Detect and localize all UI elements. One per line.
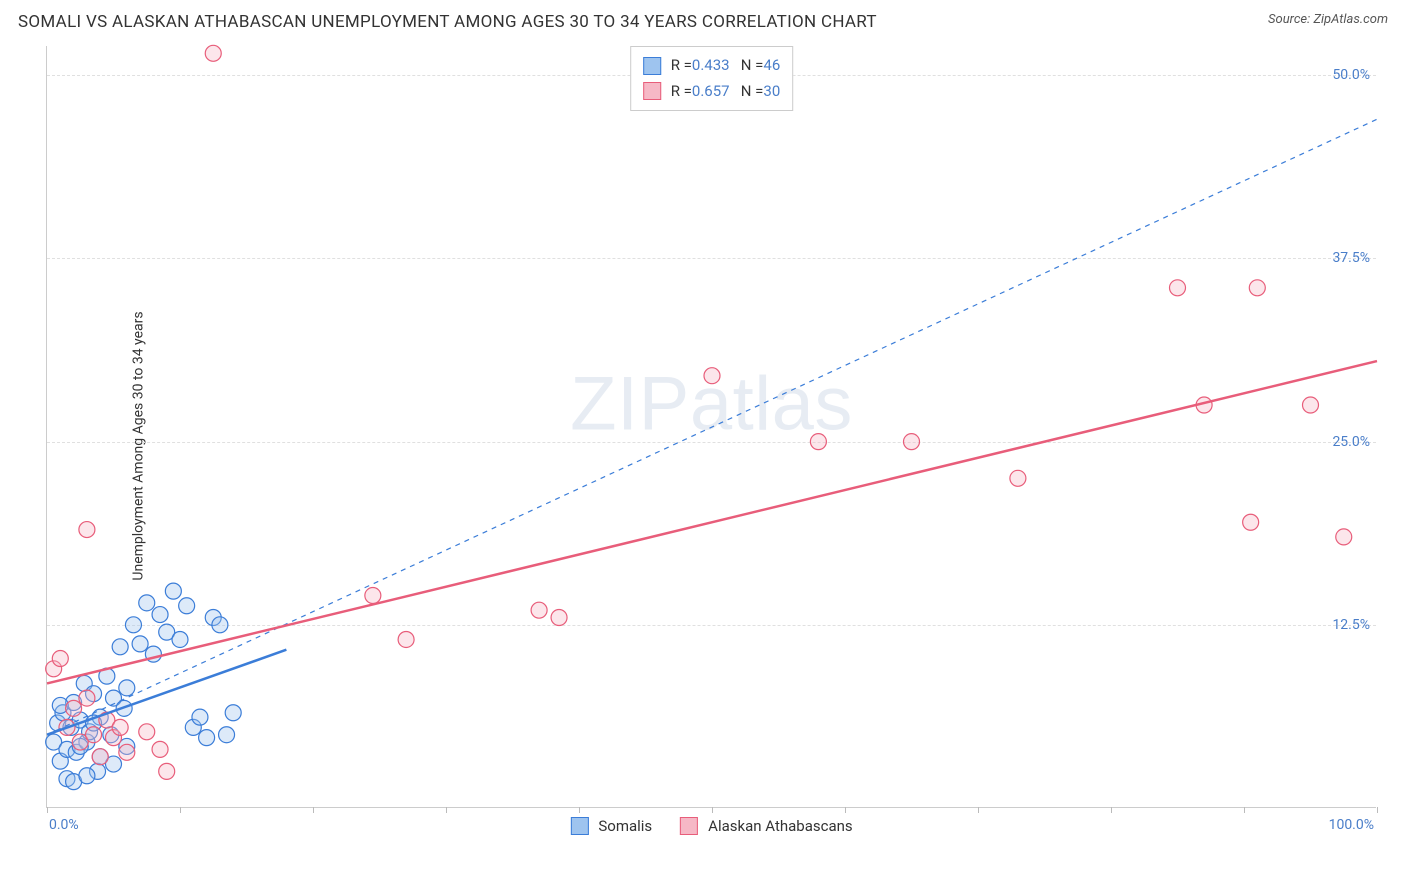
data-point — [92, 749, 108, 765]
plot-area: 12.5%25.0%37.5%50.0% 0.0% 100.0% ZIPatla… — [46, 46, 1376, 808]
x-tick-label-min: 0.0% — [49, 817, 79, 833]
data-point — [152, 741, 168, 757]
data-point — [119, 680, 135, 696]
data-point — [119, 744, 135, 760]
data-point — [225, 705, 241, 721]
data-point — [192, 709, 208, 725]
data-point — [365, 588, 381, 604]
data-point — [139, 595, 155, 611]
data-point — [1170, 280, 1186, 296]
legend-swatch-icon — [643, 57, 661, 75]
series-legend: Somalis Alaskan Athabascans — [570, 817, 852, 835]
data-point — [86, 727, 102, 743]
data-point — [139, 724, 155, 740]
data-point — [159, 763, 175, 779]
data-point — [1336, 529, 1352, 545]
data-point — [66, 700, 82, 716]
source-label: Source: ZipAtlas.com — [1268, 12, 1388, 27]
data-point — [165, 583, 181, 599]
data-point — [79, 522, 95, 538]
data-point — [1243, 514, 1259, 530]
data-point — [904, 434, 920, 450]
data-point — [551, 610, 567, 626]
legend-swatch-icon — [643, 82, 661, 100]
legend-row: R = 0.433 N = 46 — [643, 53, 781, 79]
data-point — [212, 617, 228, 633]
data-point — [172, 631, 188, 647]
legend-item: Somalis — [570, 817, 652, 835]
data-point — [79, 768, 95, 784]
data-point — [79, 690, 95, 706]
data-point — [112, 719, 128, 735]
data-point — [704, 368, 720, 384]
data-point — [219, 727, 235, 743]
data-point — [1303, 397, 1319, 413]
legend-swatch-icon — [570, 817, 588, 835]
data-point — [179, 598, 195, 614]
data-point — [112, 639, 128, 655]
data-point — [125, 617, 141, 633]
correlation-legend: R = 0.433 N = 46 R = 0.657 N = 30 — [630, 46, 794, 111]
data-point — [531, 602, 547, 618]
legend-swatch-icon — [680, 817, 698, 835]
chart-title: SOMALI VS ALASKAN ATHABASCAN UNEMPLOYMEN… — [18, 12, 877, 32]
data-point — [1249, 280, 1265, 296]
data-point — [398, 631, 414, 647]
x-tick-label-max: 100.0% — [1329, 817, 1374, 833]
data-point — [52, 651, 68, 667]
data-point — [132, 636, 148, 652]
title-bar: SOMALI VS ALASKAN ATHABASCAN UNEMPLOYMEN… — [18, 12, 1388, 32]
legend-item: Alaskan Athabascans — [680, 817, 852, 835]
legend-row: R = 0.657 N = 30 — [643, 79, 781, 105]
data-point — [199, 730, 215, 746]
data-point — [205, 45, 221, 61]
data-point — [810, 434, 826, 450]
data-point — [1010, 470, 1026, 486]
data-point — [152, 607, 168, 623]
scatter-chart — [47, 46, 1376, 807]
